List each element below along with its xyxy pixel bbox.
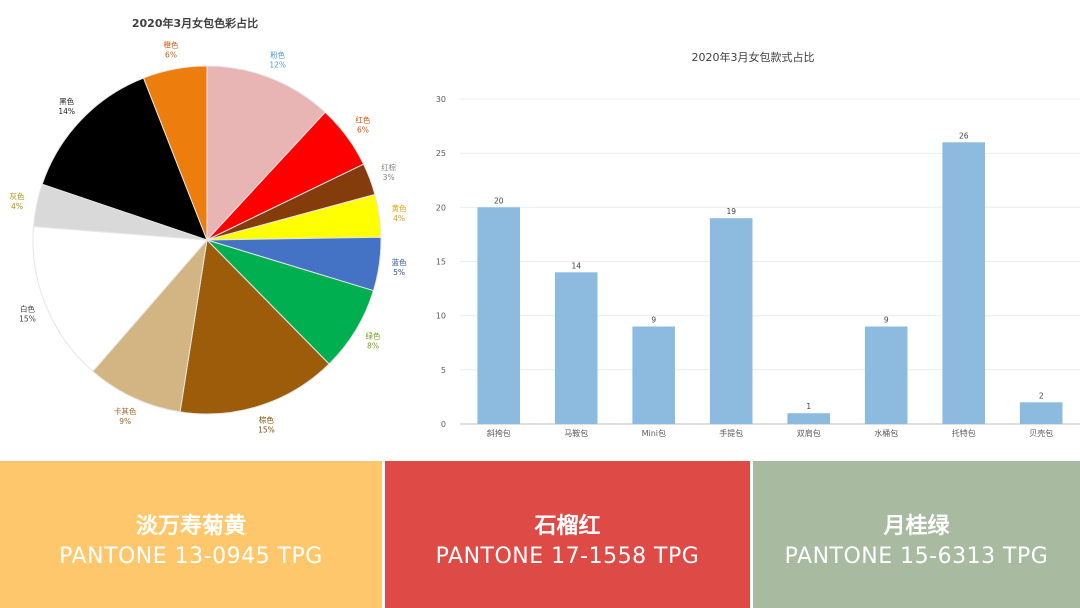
x-tick-label: 托特包 <box>952 428 976 438</box>
x-tick-label: 手提包 <box>719 428 743 438</box>
y-tick-label: 0 <box>441 420 446 429</box>
panel-color-name: 月桂绿 <box>883 514 950 539</box>
pie-label-name: 灰色 <box>10 191 25 201</box>
panel-color-name: 石榴红 <box>534 514 601 539</box>
y-tick-label: 30 <box>436 95 446 104</box>
bar-chart-title: 2020年3月女包款式占比 <box>692 50 815 64</box>
pie-label-percent: 12% <box>269 60 286 69</box>
x-tick-label: 贝壳包 <box>1029 428 1053 438</box>
pie-slice-棕色 <box>179 238 330 415</box>
bar-Mini包 <box>632 326 675 424</box>
pie-label-percent: 6% <box>357 126 369 135</box>
pie-label-percent: 8% <box>367 342 379 351</box>
bar-data-label: 2 <box>1039 391 1044 400</box>
bar-斜挎包 <box>477 207 520 424</box>
bar-data-label: 9 <box>884 316 889 325</box>
bar-手提包 <box>709 218 753 424</box>
bar-data-label: 26 <box>959 131 969 140</box>
bar-贝壳包 <box>1019 402 1063 424</box>
pie-slice-卡其色 <box>92 238 208 413</box>
pie-label-percent: 4% <box>393 214 405 223</box>
pie-label-name: 蓝色 <box>392 257 407 267</box>
bar-双肩包 <box>787 413 830 424</box>
pie-slice-白色 <box>32 225 209 373</box>
pie-label-name: 橙色 <box>164 39 179 49</box>
pie-label-name: 红色 <box>355 115 370 125</box>
panel-pantone-code: PANTONE 17-1558 TPG <box>435 544 700 569</box>
x-tick-label: 斜挎包 <box>487 428 511 438</box>
pie-label-name: 绿色 <box>366 331 381 341</box>
pie-label-name: 黑色 <box>59 96 74 106</box>
x-tick-label: 水桶包 <box>874 428 898 438</box>
color-panel-marigold: 淡万寿菊黄 PANTONE 13-0945 TPG <box>0 461 382 608</box>
pie-label-name: 卡其色 <box>114 406 137 416</box>
pie-label-name: 黄色 <box>392 203 407 213</box>
bar-chart: 2020年3月女包款式占比 0 5 10 15 20 25 30 20 斜挎包 14 马鞍包 9 Mi… <box>436 50 1080 438</box>
y-tick-label: 20 <box>436 203 446 212</box>
pie-label-percent: 15% <box>258 426 275 435</box>
pie-slice-粉色 <box>206 65 326 242</box>
pie-label-percent: 9% <box>119 417 131 426</box>
y-tick-label: 10 <box>436 312 446 321</box>
color-panel-laurel: 月桂绿 PANTONE 15-6313 TPG <box>753 461 1080 608</box>
bar-data-label: 14 <box>572 261 582 270</box>
bar-水桶包 <box>864 326 908 424</box>
bar-data-label: 9 <box>651 316 656 325</box>
bar-data-label: 20 <box>494 196 504 205</box>
pie-slice-黑色 <box>41 77 208 241</box>
pie-label-percent: 6% <box>165 50 177 59</box>
pie-label-percent: 15% <box>19 315 36 324</box>
pie-chart-title: 2020年3月女包色彩占比 <box>132 16 258 30</box>
pie-chart: 2020年3月女包色彩占比 粉色12%红色6%红棕3%黄色4%蓝色5%绿色8%棕… <box>10 16 408 435</box>
x-tick-label: Mini包 <box>642 428 666 438</box>
pie-label-percent: 5% <box>393 268 405 277</box>
bar-托特包 <box>942 142 985 425</box>
pie-label-percent: 4% <box>11 202 23 211</box>
pie-label-name: 粉色 <box>270 49 285 59</box>
pie-label-percent: 3% <box>383 173 395 182</box>
panel-pantone-code: PANTONE 15-6313 TPG <box>784 544 1049 569</box>
pie-slice-橙色 <box>142 65 208 241</box>
pie-label-percent: 14% <box>58 107 75 116</box>
bar-data-label: 19 <box>727 207 737 216</box>
x-tick-label: 马鞍包 <box>564 428 588 438</box>
bar-data-label: 1 <box>806 402 811 411</box>
y-tick-label: 25 <box>436 149 446 158</box>
x-tick-label: 双肩包 <box>797 428 821 438</box>
y-tick-label: 5 <box>441 366 446 375</box>
color-panel-pomegranate: 石榴红 PANTONE 17-1558 TPG <box>385 461 750 608</box>
panel-color-name: 淡万寿菊黄 <box>135 514 246 539</box>
pie-label-name: 白色 <box>20 304 35 314</box>
bar-马鞍包 <box>554 272 598 424</box>
pie-label-name: 棕色 <box>259 415 274 425</box>
panel-pantone-code: PANTONE 13-0945 TPG <box>59 544 323 569</box>
pie-label-name: 红棕 <box>381 162 396 172</box>
y-tick-label: 15 <box>436 258 446 267</box>
